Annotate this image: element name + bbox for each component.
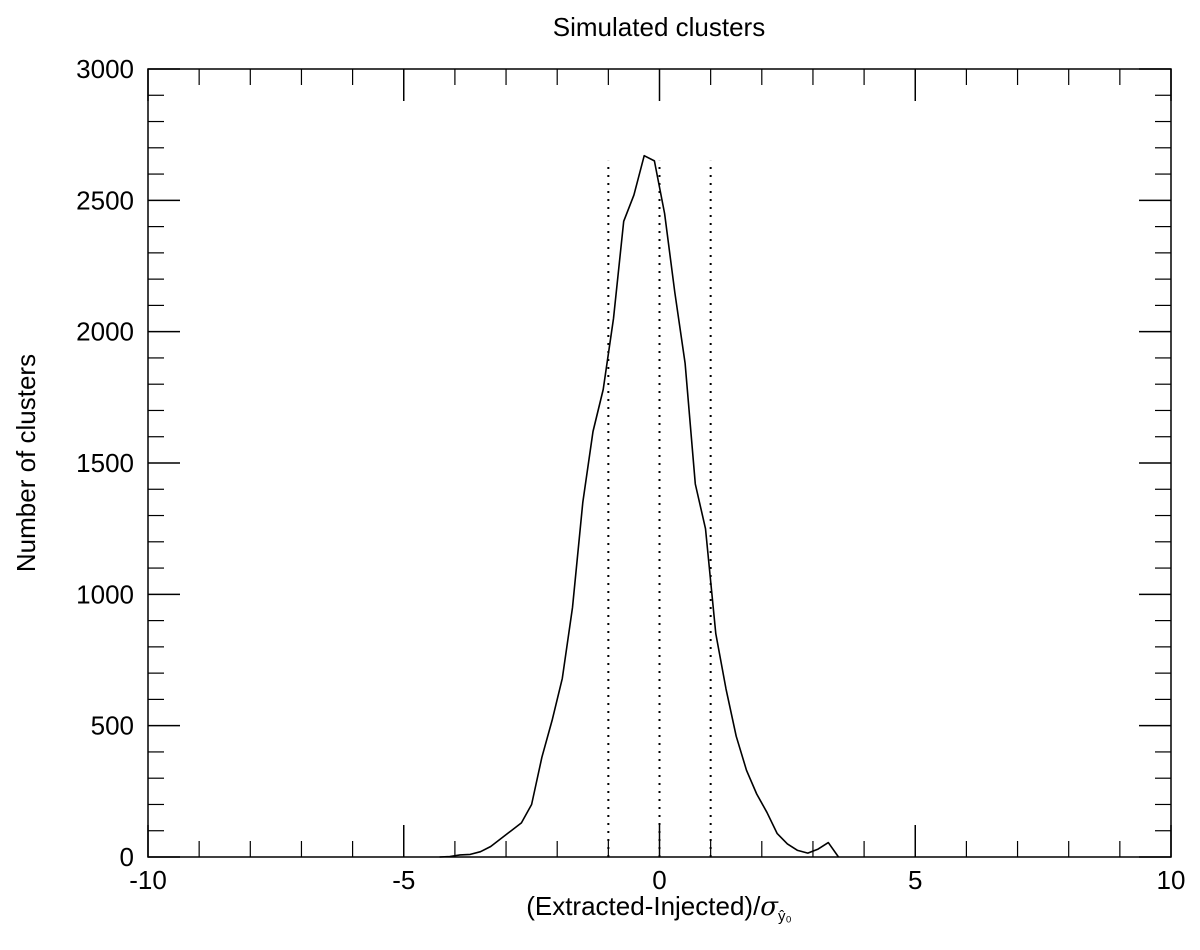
x-tick-label: 0 [652,865,666,895]
x-tick-label: 10 [1157,865,1186,895]
y-tick-label: 500 [91,711,134,741]
x-tick-label: -5 [392,865,415,895]
x-axis-label: (Extracted-Injected)/σŷ₀ [526,891,792,925]
reference-lines [607,160,712,857]
major-ticks [147,68,1172,858]
y-tick-label: 1000 [76,579,134,609]
chart-title: Simulated clusters [553,12,765,42]
y-tick-labels: 0 500 1000 1500 2000 2500 3000 [76,54,134,872]
y-tick-label: 2000 [76,317,134,347]
series-line [439,154,840,858]
x-axis-label-sigma: σ [760,892,779,922]
x-tick-labels: -10 -5 0 5 10 [129,865,1185,895]
series-group [439,154,840,858]
x-tick-label: -10 [129,865,167,895]
y-tick-label: 0 [120,842,134,872]
y-axis-label: Number of clusters [11,354,41,572]
y-tick-label: 3000 [76,54,134,84]
x-axis-label-subscript: ŷ₀ [778,908,792,925]
x-axis-label-text: (Extracted-Injected)/ [526,891,761,921]
y-tick-label: 1500 [76,448,134,478]
y-tick-label: 2500 [76,185,134,215]
minor-ticks [148,69,1171,857]
x-tick-label: 5 [908,865,922,895]
